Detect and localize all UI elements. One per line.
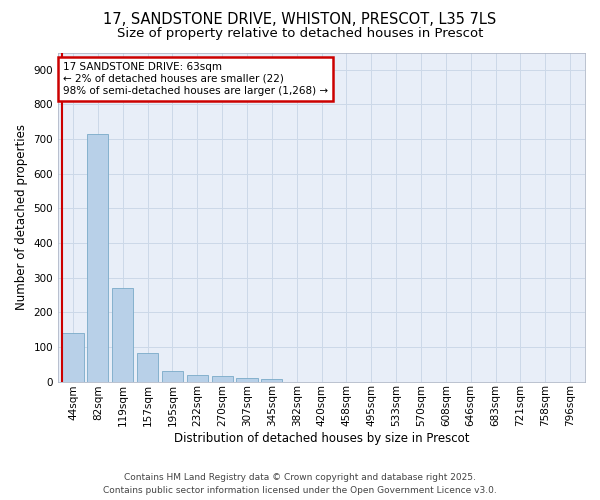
- Bar: [162, 371, 183, 382]
- Bar: [187, 374, 208, 382]
- Bar: [261, 379, 283, 382]
- Bar: [236, 378, 257, 382]
- Bar: [212, 376, 233, 382]
- Text: Size of property relative to detached houses in Prescot: Size of property relative to detached ho…: [117, 28, 483, 40]
- X-axis label: Distribution of detached houses by size in Prescot: Distribution of detached houses by size …: [174, 432, 469, 445]
- Y-axis label: Number of detached properties: Number of detached properties: [15, 124, 28, 310]
- Text: Contains HM Land Registry data © Crown copyright and database right 2025.
Contai: Contains HM Land Registry data © Crown c…: [103, 474, 497, 495]
- Bar: [137, 353, 158, 382]
- Bar: [62, 333, 83, 382]
- Bar: [87, 134, 109, 382]
- Text: 17, SANDSTONE DRIVE, WHISTON, PRESCOT, L35 7LS: 17, SANDSTONE DRIVE, WHISTON, PRESCOT, L…: [103, 12, 497, 28]
- Bar: [112, 288, 133, 382]
- Text: 17 SANDSTONE DRIVE: 63sqm
← 2% of detached houses are smaller (22)
98% of semi-d: 17 SANDSTONE DRIVE: 63sqm ← 2% of detach…: [63, 62, 328, 96]
